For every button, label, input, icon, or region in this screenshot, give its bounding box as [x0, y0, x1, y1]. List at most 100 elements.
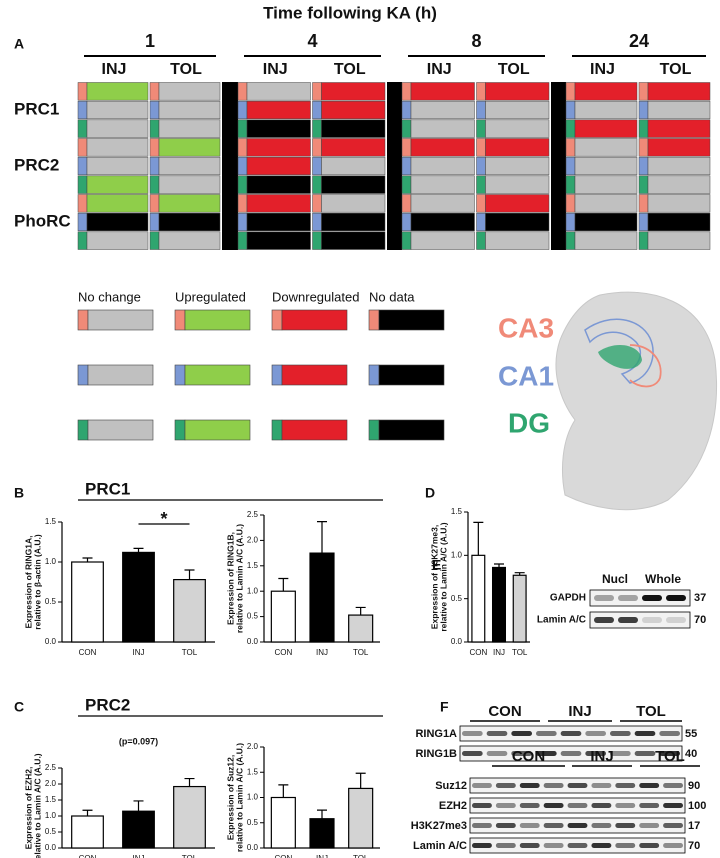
- state-cell: [647, 212, 711, 232]
- complex-label: PRC1: [14, 99, 59, 118]
- panel-label: D: [425, 485, 435, 501]
- complex-label: PhoRC: [14, 211, 71, 230]
- section-title: PRC1: [85, 479, 130, 498]
- blot-band: [663, 803, 683, 808]
- region-label: CA1: [498, 360, 554, 391]
- size-marker: 37: [694, 592, 706, 604]
- state-cell: [246, 212, 311, 232]
- region-marker: [401, 194, 412, 213]
- row-label: EZH2: [439, 800, 467, 812]
- row-label: RING1A: [415, 728, 457, 740]
- region-marker: [149, 156, 160, 176]
- blot-band: [639, 783, 660, 788]
- blot-band: [486, 751, 508, 756]
- state-cell: [647, 138, 711, 157]
- y-axis-label: relative to Lamin A/C (A.U.): [32, 753, 42, 858]
- y-axis-label: Expression of H3K27me3,: [429, 525, 439, 629]
- blot-band: [659, 751, 680, 756]
- legend-label: Upregulated: [175, 289, 246, 304]
- state-cell: [574, 231, 638, 250]
- state-cell: [86, 138, 149, 157]
- error-bar: [82, 557, 93, 562]
- state-cell: [321, 212, 386, 232]
- blot-band: [591, 803, 612, 808]
- bar: [309, 818, 335, 849]
- group-label: TOL: [655, 748, 685, 765]
- blot-band: [519, 823, 540, 828]
- state-cell: [485, 82, 550, 101]
- blot-band: [594, 617, 614, 623]
- x-tick-label: TOL: [182, 648, 198, 657]
- y-tick-label: 1.5: [247, 561, 259, 570]
- error-bar: [514, 572, 525, 576]
- blot-band: [591, 843, 612, 848]
- region-marker: [638, 231, 649, 250]
- legend-swatch: [184, 419, 251, 441]
- y-tick-label: 1.0: [45, 811, 57, 820]
- region-marker: [237, 212, 248, 232]
- x-tick-label: CON: [469, 648, 487, 657]
- state-cell: [246, 156, 311, 176]
- blot-band: [511, 731, 532, 736]
- y-tick-label: 1.0: [451, 550, 463, 559]
- legend-swatch: [281, 364, 348, 386]
- state-cell: [647, 194, 711, 213]
- y-tick-label: 0.0: [247, 843, 259, 852]
- legend-region: [174, 309, 186, 331]
- state-cell: [410, 82, 475, 101]
- error-bar: [355, 606, 366, 616]
- blot-band: [610, 731, 631, 736]
- blot-band: [543, 823, 564, 828]
- y-tick-label: 2.0: [247, 536, 259, 545]
- error-bar: [355, 772, 366, 789]
- section-title: PRC2: [85, 695, 130, 714]
- size-marker: 70: [688, 840, 700, 852]
- state-cell: [321, 175, 386, 194]
- state-cell: [158, 138, 221, 157]
- row-label: Lamin A/C: [413, 840, 467, 852]
- blot-band: [666, 617, 686, 623]
- blot-band: [567, 823, 588, 828]
- size-marker: 40: [685, 748, 697, 760]
- state-cell: [410, 212, 475, 232]
- legend-region: [368, 419, 380, 441]
- condition-label: INJ: [263, 61, 288, 78]
- lane-label: Whole: [645, 572, 681, 586]
- state-cell: [574, 138, 638, 157]
- x-tick-label: INJ: [316, 854, 328, 858]
- bar: [122, 810, 155, 849]
- error-bar: [317, 521, 327, 554]
- legend-swatch: [378, 309, 445, 331]
- state-cell: [86, 175, 149, 194]
- region-marker: [476, 212, 486, 232]
- y-tick-label: 0.0: [451, 637, 463, 646]
- y-tick-label: 0.5: [45, 827, 57, 836]
- blot-band: [519, 843, 540, 848]
- state-cell: [410, 119, 475, 138]
- blot-band: [536, 751, 557, 756]
- legend-region: [271, 419, 283, 441]
- legend-swatch: [184, 309, 251, 331]
- error-bar: [473, 521, 484, 556]
- x-tick-label: TOL: [353, 648, 369, 657]
- blot-band: [560, 751, 582, 756]
- state-cell: [246, 175, 311, 194]
- x-tick-label: TOL: [182, 854, 198, 858]
- region-label: CA3: [498, 312, 554, 343]
- y-tick-label: 1.0: [247, 793, 259, 802]
- legend-region: [368, 364, 380, 386]
- bar: [270, 796, 296, 849]
- region-marker: [401, 175, 412, 194]
- state-cell: [647, 100, 711, 120]
- error-bar: [133, 800, 144, 812]
- y-axis-label: Expression of Suz12,: [225, 755, 235, 841]
- state-cell: [410, 175, 475, 194]
- region-marker: [565, 119, 576, 138]
- error-bar: [184, 777, 195, 787]
- y-axis-label: relative to Lamin A/C (A.U.): [234, 524, 244, 633]
- y-tick-label: 1.5: [45, 795, 57, 804]
- row-label: Suz12: [435, 780, 467, 792]
- x-tick-label: INJ: [493, 648, 505, 657]
- blot-band: [594, 595, 614, 601]
- state-cell: [86, 100, 149, 120]
